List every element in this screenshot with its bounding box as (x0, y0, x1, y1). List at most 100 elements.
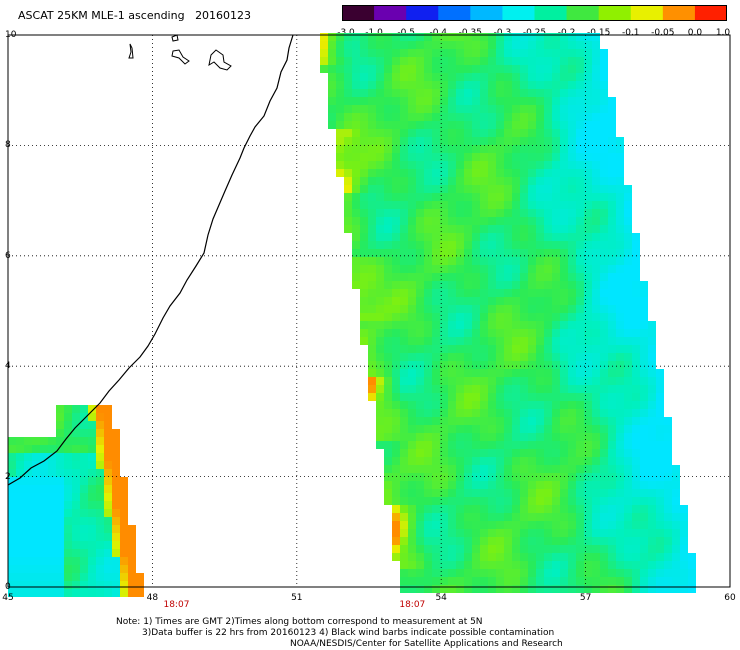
swath-cell (384, 177, 392, 185)
swath-cell (616, 377, 624, 385)
swath-cell (104, 477, 112, 485)
swath-cell (104, 509, 112, 517)
swath-cell (440, 81, 448, 89)
swath-cell (552, 177, 560, 185)
swath-cell (400, 329, 408, 337)
swath-cell (400, 361, 408, 369)
swath-cell (384, 425, 392, 433)
swath-cell (568, 481, 576, 489)
swath-cell (640, 313, 648, 321)
swath-cell (456, 57, 464, 65)
swath-cell (512, 481, 520, 489)
swath-cell (528, 209, 536, 217)
swath-cell (592, 265, 600, 273)
swath-cell (416, 537, 424, 545)
swath-cell (552, 569, 560, 577)
swath-cell (512, 361, 520, 369)
swath-cell (584, 545, 592, 553)
swath-cell (448, 361, 456, 369)
swath-cell (424, 529, 432, 537)
swath-cell (384, 481, 392, 489)
swath-cell (608, 553, 616, 561)
swath-cell (512, 457, 520, 465)
swath-cell (472, 561, 480, 569)
swath-cell (640, 441, 648, 449)
swath-cell (608, 297, 616, 305)
swath-cell (384, 305, 392, 313)
swath-cell (344, 105, 352, 113)
swath-cell (512, 97, 520, 105)
swath-cell (576, 457, 584, 465)
swath-cell (448, 177, 456, 185)
swath-cell (408, 425, 416, 433)
swath-cell (552, 321, 560, 329)
swath-cell (376, 113, 384, 121)
swath-cell (472, 457, 480, 465)
swath-cell (504, 81, 512, 89)
swath-cell (72, 453, 80, 461)
swath-cell (440, 313, 448, 321)
swath-cell (656, 433, 664, 441)
swath-cell (24, 573, 32, 581)
swath-cell (376, 161, 384, 169)
swath-cell (456, 409, 464, 417)
swath-cell (392, 105, 400, 113)
swath-cell (416, 441, 424, 449)
swath-cell (520, 257, 528, 265)
swath-cell (96, 517, 104, 525)
swath-cell (584, 425, 592, 433)
swath-cell (576, 41, 584, 49)
swath-cell (472, 433, 480, 441)
swath-cell (480, 497, 488, 505)
swath-cell (496, 129, 504, 137)
swath-cell (656, 369, 664, 377)
swath-cell (576, 121, 584, 129)
swath-cell (616, 329, 624, 337)
swath-cell (600, 305, 608, 313)
swath-cell (104, 405, 112, 413)
swath-cell (496, 89, 504, 97)
swath-cell (448, 153, 456, 161)
swath-cell (368, 353, 376, 361)
swath-cell (464, 257, 472, 265)
swath-cell (408, 393, 416, 401)
swath-cell (544, 193, 552, 201)
swath-cell (592, 233, 600, 241)
swath-cell (632, 265, 640, 273)
swath-cell (352, 65, 360, 73)
swath-cell (376, 89, 384, 97)
swath-cell (480, 329, 488, 337)
swath-cell (480, 145, 488, 153)
swath-cell (112, 565, 120, 573)
swath-cell (432, 369, 440, 377)
swath-cell (496, 65, 504, 73)
swath-cell (656, 385, 664, 393)
swath-cell (536, 497, 544, 505)
swath-cell (512, 393, 520, 401)
swath-cell (488, 385, 496, 393)
swath-cell (488, 225, 496, 233)
swath-cell (32, 453, 40, 461)
swath-cell (560, 257, 568, 265)
swath-cell (472, 169, 480, 177)
swath-cell (120, 589, 128, 597)
swath-cell (368, 345, 376, 353)
swath-cell (512, 369, 520, 377)
swath-cell (560, 513, 568, 521)
colorbar-gradient (342, 5, 727, 21)
swath-cell (552, 297, 560, 305)
swath-cell (616, 273, 624, 281)
swath-cell (400, 561, 408, 569)
swath-cell (576, 481, 584, 489)
swath-cell (672, 489, 680, 497)
swath-cell (368, 313, 376, 321)
swath-cell (496, 361, 504, 369)
swath-cell (592, 241, 600, 249)
swath-cell (520, 153, 528, 161)
swath-cell (400, 345, 408, 353)
swath-cell (592, 81, 600, 89)
swath-cell (504, 137, 512, 145)
swath-cell (400, 529, 408, 537)
swath-cell (16, 461, 24, 469)
swath-cell (512, 409, 520, 417)
